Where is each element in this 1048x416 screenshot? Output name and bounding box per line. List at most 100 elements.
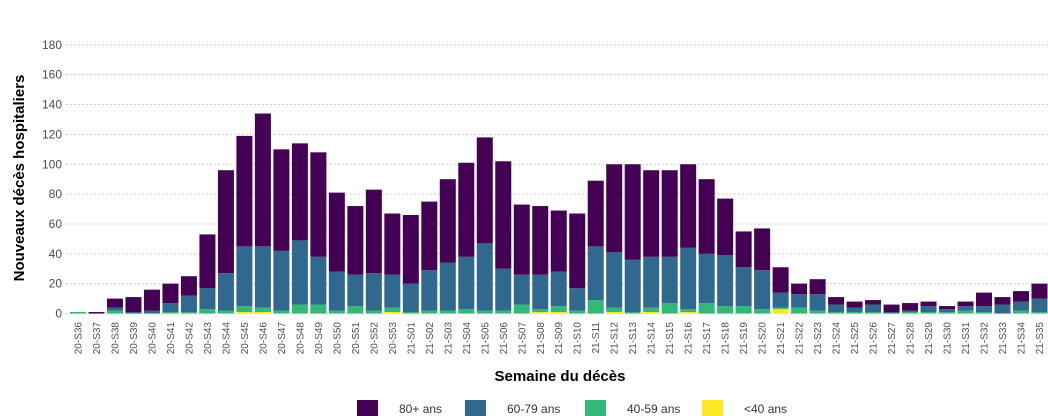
bar-segment [643,307,660,313]
bar-segment [143,310,160,314]
x-tick-label: 21-S18 [721,322,732,355]
x-tick-label: 21-S26 [869,322,880,355]
bar-segment [328,271,345,311]
bar-segment [643,170,660,257]
bar-segment [532,274,549,310]
bar-segment [1012,291,1029,302]
x-tick-label: 21-S02 [425,322,436,355]
bar-segment [384,274,401,308]
bar-segment [254,246,271,308]
bar-segment [976,306,993,313]
y-tick-label: 140 [42,98,62,112]
bar-segment [772,267,789,293]
y-tick-label: 40 [49,247,63,261]
bar-segment [162,283,179,304]
bar-segment [254,307,271,313]
x-tick-label: 21-S03 [443,322,454,355]
bar-segment [217,170,234,274]
x-tick-label: 21-S29 [924,322,935,355]
bar-segment [865,312,882,314]
bar-segment [421,270,438,311]
legend-label: 80+ ans [399,402,442,416]
bar-segment [791,294,808,308]
bar-segment [680,312,697,314]
bar-segment [273,149,290,251]
bar-segment [162,312,179,314]
bar-segment [365,189,382,274]
x-tick-label: 21-S05 [480,322,491,355]
bar-segment [310,304,327,314]
bar-segment [310,152,327,257]
bar-segment [828,297,845,305]
bar-segment [106,310,123,314]
bar-segment [809,294,826,311]
bar-segment [273,250,290,311]
x-tick-label: 21-S19 [739,322,750,355]
bar-segment [199,234,216,289]
bar-segment [402,215,419,284]
x-tick-label: 20-S38 [110,322,121,355]
x-tick-label: 21-S14 [647,322,658,355]
bar-segment [569,213,586,289]
bar-segment [550,210,567,272]
y-tick-label: 0 [55,307,62,321]
x-tick-label: 21-S20 [758,322,769,355]
bar-segment [439,262,456,311]
x-tick-label: 20-S41 [166,322,177,355]
bar-segment [495,161,512,269]
bar-segment [791,283,808,295]
bar-segment [273,310,290,314]
bar-segment [661,256,678,304]
bar-segment [402,283,419,313]
bar-segment [384,307,401,313]
bar-segment [587,246,604,301]
bar-segment [143,289,160,311]
x-tick-label: 21-S22 [795,322,806,355]
bar-segment [458,309,475,314]
x-tick-label: 21-S24 [832,322,843,355]
bar-segment [125,312,142,314]
bar-segment [698,303,715,314]
bar-segment [347,206,364,275]
bar-segment [994,297,1011,305]
bar-segment [328,310,345,314]
bar-segment [88,312,105,314]
x-tick-label: 20-S48 [295,322,306,355]
y-tick-label: 180 [42,38,62,52]
bar-segment [569,288,586,311]
bar-segment [236,306,253,313]
bar-segment [513,304,530,314]
bar-segment [735,306,752,314]
bar-segment [920,312,937,314]
x-tick-label: 21-S11 [591,322,602,354]
bar-segment [680,309,697,313]
bar-segment [754,270,771,310]
bar-segment [458,162,475,257]
bar-segment [920,301,937,307]
bar-segment [587,300,604,314]
bar-segment [809,279,826,295]
bar-segment [846,301,863,308]
x-tick-label: 21-S27 [887,322,898,355]
bar-segment [1031,283,1048,299]
bar-segment [883,304,900,313]
bar-segment [772,309,789,314]
x-tick-label: 20-S36 [74,322,85,355]
x-tick-label: 21-S21 [776,322,787,355]
bar-segment [1031,312,1048,314]
bar-segment [902,310,919,313]
bar-segment [1031,298,1048,313]
bar-segment [254,312,271,314]
bar-segment [569,310,586,314]
bar-segment [476,310,493,314]
bar-segment [106,298,123,308]
bar-segment [421,310,438,314]
bar-segment [291,304,308,314]
bar-segment [698,253,715,304]
bar-segment [347,274,364,307]
bar-segment [976,312,993,314]
bar-segment [439,310,456,314]
bar-segment [550,306,567,313]
bar-segment [495,310,512,314]
